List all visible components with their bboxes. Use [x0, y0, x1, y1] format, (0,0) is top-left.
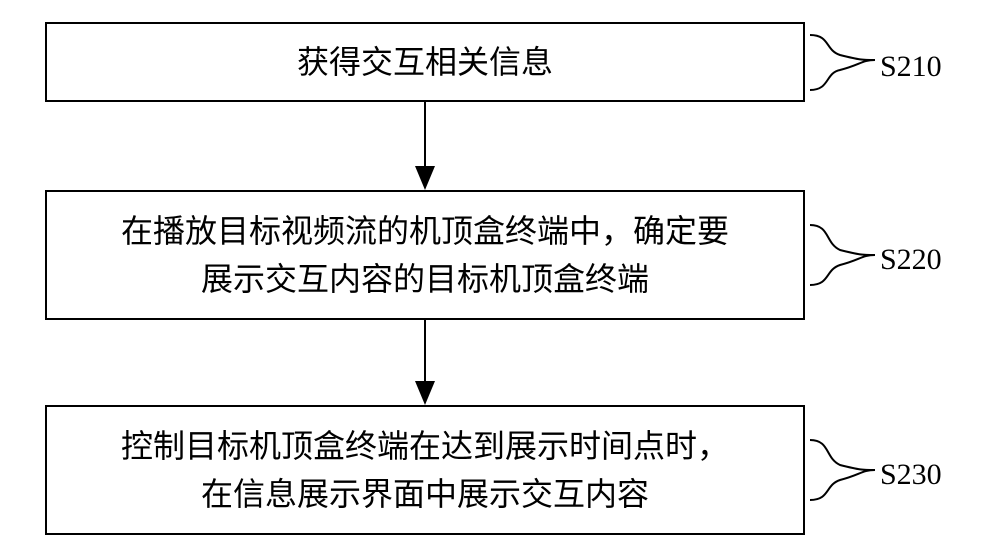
flow-node-2: 在播放目标视频流的机顶盒终端中，确定要 展示交互内容的目标机顶盒终端: [45, 190, 805, 320]
brace-3: [810, 440, 875, 500]
flowchart-canvas: 获得交互相关信息 S210 在播放目标视频流的机顶盒终端中，确定要 展示交互内容…: [0, 0, 1000, 554]
flow-label-1: S210: [880, 50, 942, 84]
flow-node-3: 控制目标机顶盒终端在达到展示时间点时， 在信息展示界面中展示交互内容: [45, 405, 805, 535]
brace-2: [810, 225, 875, 285]
flow-label-3: S230: [880, 458, 942, 492]
flow-node-1-text: 获得交互相关信息: [297, 38, 553, 86]
flow-node-2-text: 在播放目标视频流的机顶盒终端中，确定要 展示交互内容的目标机顶盒终端: [121, 207, 729, 303]
flow-node-1: 获得交互相关信息: [45, 22, 805, 102]
flow-node-3-text: 控制目标机顶盒终端在达到展示时间点时， 在信息展示界面中展示交互内容: [121, 422, 729, 518]
flow-label-2: S220: [880, 243, 942, 277]
brace-1: [810, 35, 875, 90]
